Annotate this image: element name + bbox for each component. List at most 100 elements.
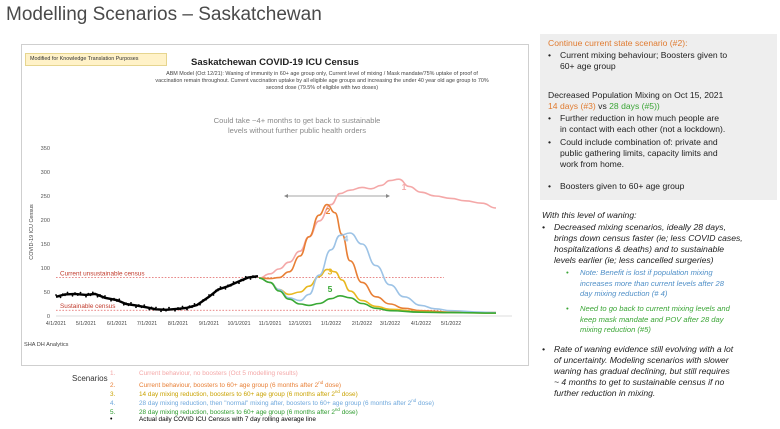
series-line-2 — [258, 203, 496, 314]
x-tick-label: 12/1/2021 — [288, 321, 311, 327]
note-text: Note: Benefit is lost if population mixi… — [580, 268, 724, 300]
actual-census-point — [137, 304, 140, 306]
box2-heading: Decreased Population Mixing on Oct 15, 2… — [548, 90, 724, 100]
actual-census-point — [165, 309, 167, 312]
waning-note: • Need to go back to current mixing leve… — [566, 304, 776, 337]
actual-census-point — [242, 279, 245, 282]
actual-census-point — [238, 282, 240, 285]
actual-census-point — [61, 293, 64, 295]
actual-census-point — [205, 298, 207, 301]
actual-census-point — [193, 303, 196, 305]
waning-bullet: • Rate of waning evidence still evolving… — [542, 344, 776, 404]
actual-census-point — [217, 289, 219, 292]
x-tick-label: 10/1/2021 — [227, 321, 250, 327]
actual-census-point — [143, 304, 146, 306]
series-line-1 — [258, 178, 497, 279]
icu-census-chart: 0 50 100 150 200 250 300 350 COVID-19 ICU Census… — [29, 116, 512, 327]
x-tick-label: 4/1/2022 — [411, 321, 431, 327]
box1-heading: Continue current state scenario (#2): — [548, 38, 688, 48]
legend-text: 28 day mixing reduction, boosters to 60+… — [139, 409, 335, 417]
actual-census-point — [181, 305, 184, 308]
actual-census-point — [76, 294, 79, 296]
bullet-line: work from home. — [560, 159, 624, 169]
bullet-dot: • — [548, 181, 552, 191]
legend-item: 4. 28 day mixing reduction, then "normal"… — [110, 396, 434, 408]
note-line: keep mask mandate and POV after 28 day — [580, 314, 724, 324]
note-line: increases more than current levels after… — [580, 278, 724, 288]
actual-census-point — [82, 293, 85, 296]
actual-census-point — [132, 304, 135, 306]
actual-census-point — [127, 304, 130, 307]
legend-sup: nd — [334, 407, 340, 412]
y-tick-label: 250 — [41, 194, 50, 200]
chart-subtitle-line: second dose (79.5% of eligible with two … — [265, 85, 379, 92]
bullet-text: Boosters given to 60+ age group — [560, 181, 685, 191]
x-tick-label: 6/1/2021 — [107, 321, 127, 327]
bullet-line: levels earlier (ie; less cancelled surge… — [554, 255, 714, 265]
legend-item: 5. 28 day mixing reduction, boosters to 6… — [110, 405, 358, 417]
legend-num: 1. — [110, 370, 116, 377]
sub-vs: vs — [595, 101, 610, 111]
chart-subtitle: ABM Model (Oct 12/21): Waning of immunit… — [142, 71, 502, 93]
legend-num: 5. — [110, 409, 116, 417]
chart-title: Saskatchewan COVID-19 ICU Census — [191, 57, 359, 68]
actual-census-point — [160, 310, 162, 313]
actual-census-point — [229, 285, 232, 287]
legend-text: Current behaviour, no boosters (Oct 5 mo… — [139, 370, 298, 377]
bullet-dot: • — [566, 304, 569, 313]
legend-item: • Actual daily COVID ICU Census with 7 da… — [110, 415, 316, 424]
legend-item: 2. Current behaviour, boosters to 60+ age… — [110, 378, 342, 390]
sub-14-days: 14 days (#3) — [548, 101, 596, 111]
actual-census-point — [179, 308, 182, 311]
x-tick-label: 9/1/2021 — [199, 321, 219, 327]
actual-census-point — [116, 300, 118, 302]
actual-census-point — [199, 303, 201, 306]
actual-census-point — [94, 293, 96, 295]
legend-num: 4. — [110, 400, 116, 408]
bullet-dot: • — [542, 222, 546, 232]
x-tick-label: 7/1/2021 — [137, 321, 157, 327]
legend-title: Scenarios — [72, 374, 108, 383]
actual-census-point — [252, 275, 254, 277]
bullet-line: 60+ age group — [560, 61, 616, 71]
reference-line-label: Current unsustainable census — [60, 271, 145, 278]
actual-census-point — [71, 294, 74, 297]
legend-num: 2. — [110, 382, 116, 390]
actual-census-point — [183, 307, 186, 309]
box2-subheading: 14 days (#3) vs 28 days (#5)) — [548, 101, 660, 112]
y-tick-label: 300 — [41, 170, 50, 176]
actual-census-point — [110, 299, 112, 302]
note-line: Need to go back to current mixing levels… — [580, 304, 730, 313]
box1-bullet: • Current mixing behaviour; Boosters giv… — [548, 50, 773, 72]
actual-census-point — [219, 286, 222, 288]
x-tick-label: 1/1/2022 — [321, 321, 341, 327]
box2-bullet: • Further reduction in how much people a… — [548, 113, 773, 135]
legend-tail: dose) — [323, 382, 342, 390]
legend-tail: dose) — [339, 409, 358, 417]
bullet-text: Decreased mixing scenarios, ideally 28 d… — [554, 222, 743, 266]
actual-census-point — [59, 296, 62, 299]
y-tick-label: 350 — [41, 146, 50, 152]
actual-census-point — [64, 294, 66, 297]
actual-census-point — [224, 288, 227, 290]
actual-census-point — [130, 302, 132, 304]
actual-census-point — [247, 276, 249, 279]
bullet-line: brings down census faster (ie; less COVI… — [554, 233, 743, 243]
actual-census-point — [150, 306, 153, 309]
actual-census-point — [91, 291, 94, 294]
bullet-line: in contact with each other (not a lockdo… — [560, 124, 726, 134]
legend-tail: dose) — [416, 400, 434, 408]
actual-census-point — [146, 306, 148, 309]
legend-text: 14 day mixing reduction, boosters to 60+… — [139, 391, 335, 399]
actual-census-point — [125, 302, 127, 304]
legend-num: 3. — [110, 391, 116, 399]
annotation-text: levels without further public health ord… — [228, 126, 366, 135]
actual-census-point — [140, 306, 143, 309]
legend-bullet: • — [110, 416, 113, 423]
waning-heading: With this level of waning: — [542, 210, 637, 220]
actual-census-point — [104, 295, 106, 297]
bullet-line: hospitalizations & deaths) and to sustai… — [554, 244, 725, 254]
series-label: 3 — [328, 267, 333, 277]
actual-census-point — [188, 305, 191, 308]
series-label: 2 — [326, 206, 331, 216]
